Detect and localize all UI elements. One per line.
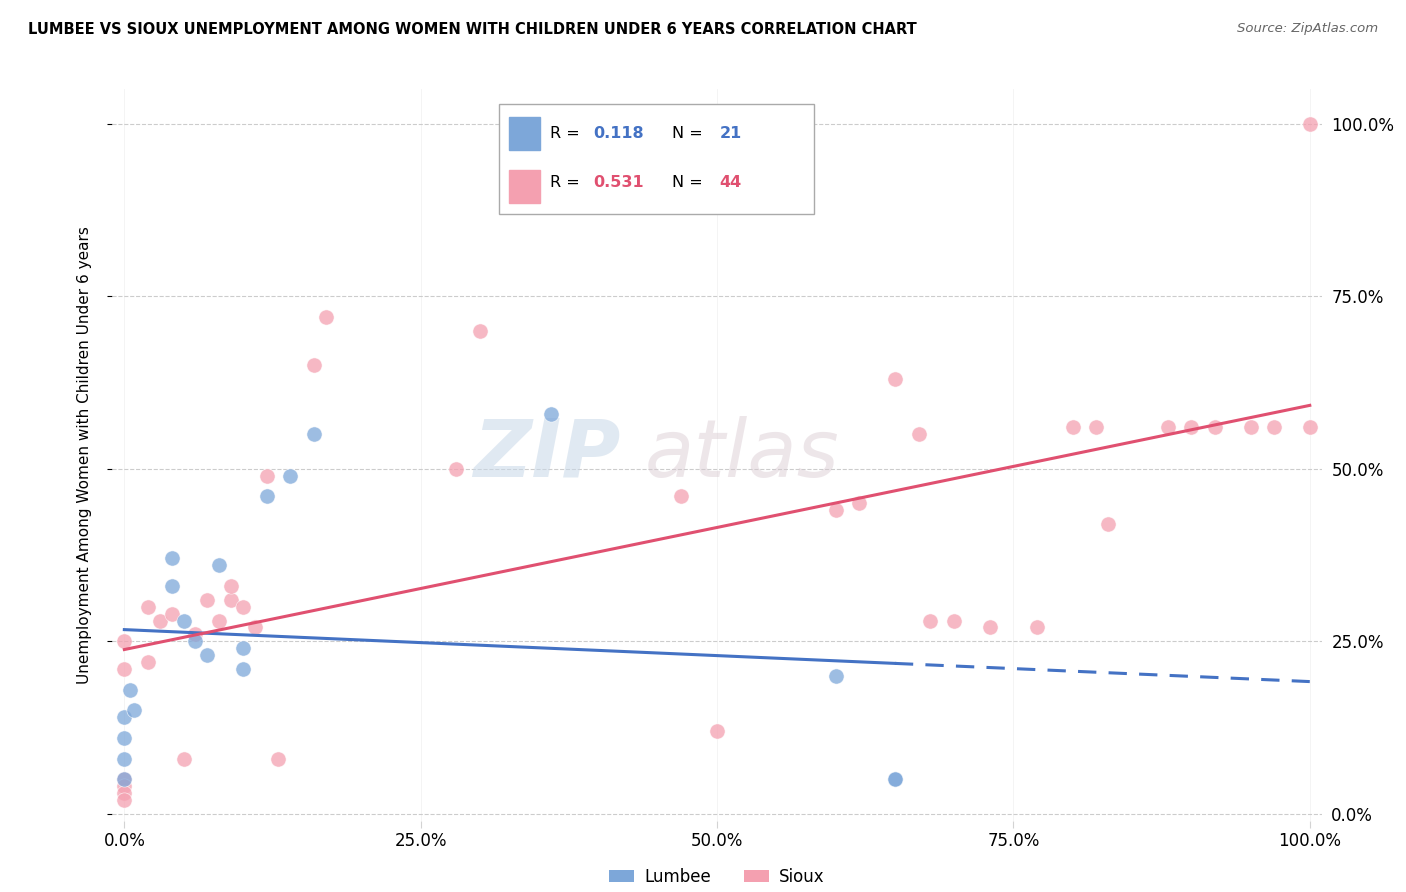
Point <box>267 751 290 765</box>
Point <box>1097 516 1119 531</box>
Point <box>184 627 207 641</box>
Point <box>1263 420 1285 434</box>
Point <box>112 710 135 724</box>
Point <box>112 634 135 648</box>
Point <box>112 786 135 800</box>
Point <box>1026 620 1049 634</box>
Point <box>1062 420 1084 434</box>
Point <box>136 655 159 669</box>
Point <box>256 468 278 483</box>
Text: Source: ZipAtlas.com: Source: ZipAtlas.com <box>1237 22 1378 36</box>
Point <box>706 723 728 738</box>
Point <box>256 489 278 503</box>
Point <box>824 669 846 683</box>
Point <box>120 682 142 697</box>
Point <box>883 772 905 787</box>
Point <box>1156 420 1178 434</box>
Point <box>671 489 693 503</box>
Point <box>112 779 135 793</box>
Point <box>1299 117 1322 131</box>
Point <box>112 662 135 676</box>
Point <box>122 703 145 717</box>
Point <box>208 558 231 573</box>
Y-axis label: Unemployment Among Women with Children Under 6 years: Unemployment Among Women with Children U… <box>77 226 91 684</box>
Point <box>173 751 195 765</box>
Point <box>112 772 135 787</box>
Point <box>1204 420 1226 434</box>
Point <box>219 579 242 593</box>
Point <box>848 496 870 510</box>
Point <box>173 614 195 628</box>
Point <box>232 662 254 676</box>
Point <box>468 324 491 338</box>
Point <box>302 358 325 372</box>
Text: ZIP: ZIP <box>472 416 620 494</box>
Point <box>232 641 254 656</box>
Point <box>112 731 135 745</box>
Point <box>160 551 183 566</box>
Point <box>195 648 218 662</box>
Point <box>1299 420 1322 434</box>
Point <box>315 310 337 324</box>
Point <box>184 634 207 648</box>
Point <box>907 427 929 442</box>
Point <box>979 620 1001 634</box>
Point <box>943 614 966 628</box>
Point <box>302 427 325 442</box>
Point <box>112 793 135 807</box>
Point <box>1085 420 1108 434</box>
Point <box>824 503 846 517</box>
Point <box>149 614 172 628</box>
Point <box>883 772 905 787</box>
Point <box>883 372 905 386</box>
Point <box>1180 420 1202 434</box>
Point <box>112 772 135 787</box>
Point <box>208 614 231 628</box>
Text: LUMBEE VS SIOUX UNEMPLOYMENT AMONG WOMEN WITH CHILDREN UNDER 6 YEARS CORRELATION: LUMBEE VS SIOUX UNEMPLOYMENT AMONG WOMEN… <box>28 22 917 37</box>
Point <box>112 751 135 765</box>
Point <box>195 592 218 607</box>
Point <box>243 620 266 634</box>
Point <box>278 468 301 483</box>
Point <box>219 592 242 607</box>
Legend: Lumbee, Sioux: Lumbee, Sioux <box>603 862 831 892</box>
Text: atlas: atlas <box>644 416 839 494</box>
Point <box>920 614 942 628</box>
Point <box>446 461 468 475</box>
Point <box>232 599 254 614</box>
Point <box>136 599 159 614</box>
Point <box>160 579 183 593</box>
Point <box>1239 420 1261 434</box>
Point <box>160 607 183 621</box>
Point <box>540 407 562 421</box>
